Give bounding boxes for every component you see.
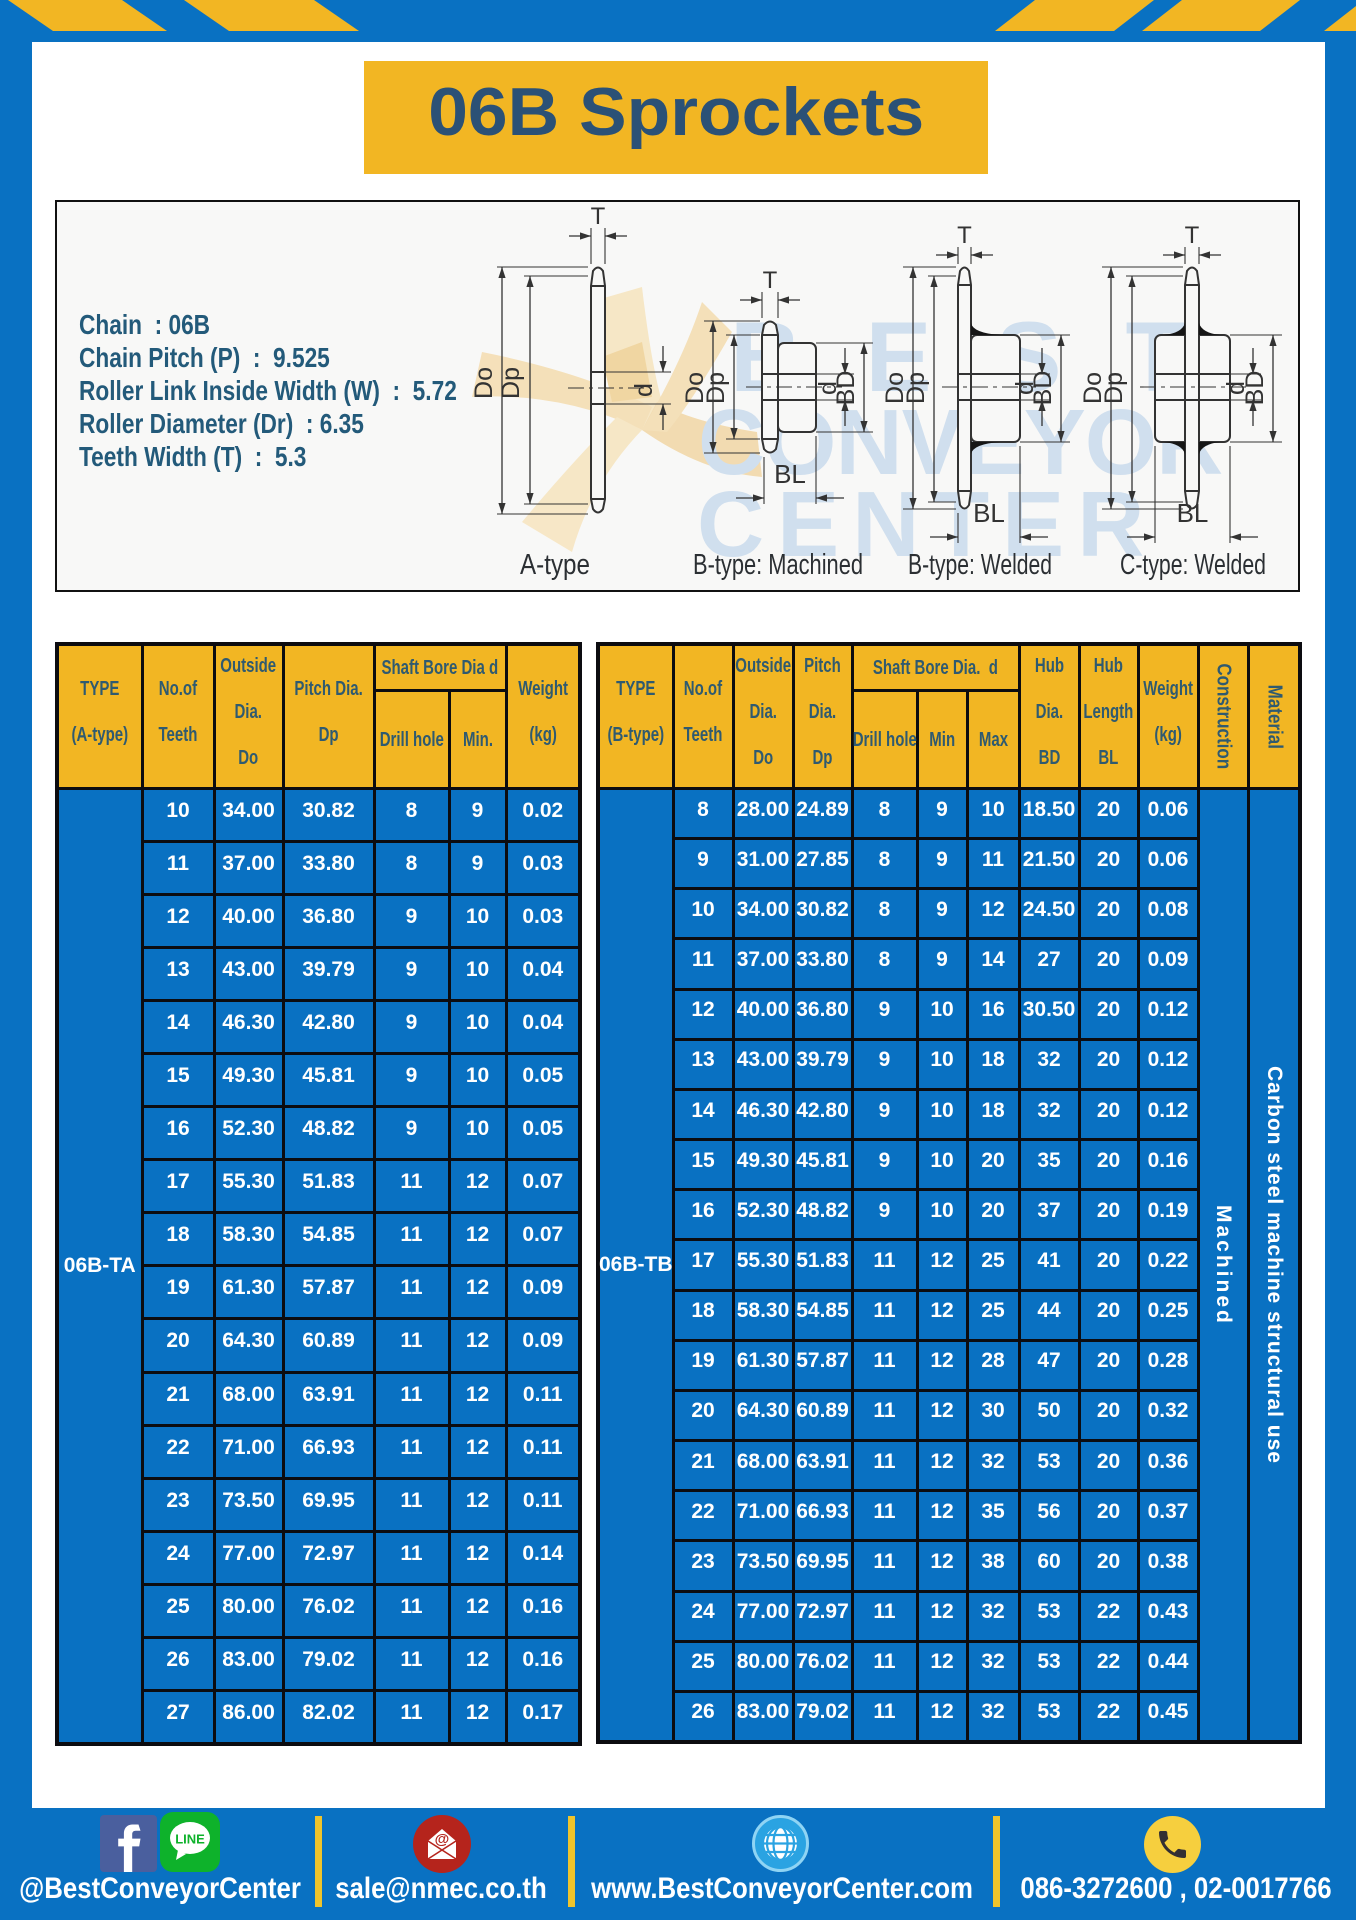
svg-text:BD: BD: [832, 371, 860, 406]
svg-text:T: T: [763, 267, 778, 294]
svg-text:Dp: Dp: [902, 372, 930, 404]
svg-text:LINE: LINE: [175, 1832, 205, 1847]
svg-text:BL: BL: [774, 459, 806, 489]
svg-text:d: d: [630, 383, 658, 397]
svg-text:d: d: [814, 381, 842, 395]
svg-text:Do: Do: [1079, 372, 1107, 404]
svg-text:d: d: [1222, 381, 1250, 395]
svg-text:Do: Do: [681, 372, 709, 404]
svg-text:Dp: Dp: [702, 372, 730, 404]
svg-text:d: d: [1011, 381, 1039, 395]
svg-text:Do: Do: [881, 372, 909, 404]
svg-text:Dp: Dp: [1100, 372, 1128, 404]
svg-text:Do: Do: [470, 367, 498, 399]
svg-text:Dp: Dp: [497, 367, 525, 399]
svg-text:BL: BL: [1177, 498, 1209, 528]
svg-text:T: T: [1185, 222, 1200, 249]
svg-text:BD: BD: [1241, 371, 1269, 406]
svg-text:C-type: Welded: C-type: Welded: [1120, 549, 1266, 581]
svg-text:A-type: A-type: [520, 549, 590, 581]
svg-text:BL: BL: [973, 498, 1005, 528]
svg-text:T: T: [591, 203, 606, 230]
svg-text:B-type: Machined: B-type: Machined: [693, 549, 863, 581]
svg-text:@: @: [435, 1831, 450, 1848]
svg-text:B-type: Welded: B-type: Welded: [908, 549, 1052, 581]
svg-text:T: T: [957, 222, 972, 249]
svg-text:BD: BD: [1029, 371, 1057, 406]
